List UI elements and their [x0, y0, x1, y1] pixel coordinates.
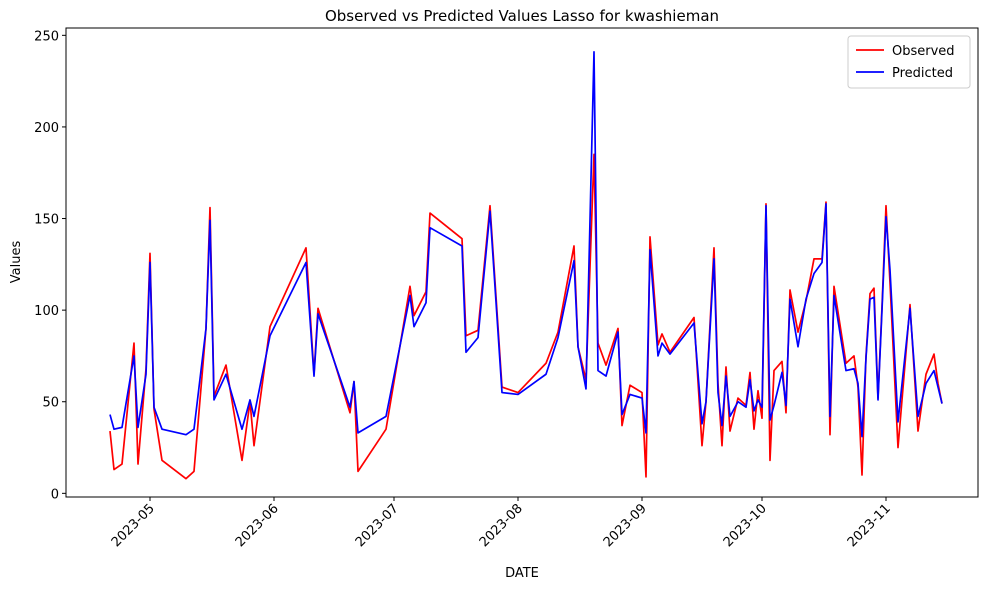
series-line — [109, 50, 943, 438]
legend-label: Predicted — [892, 66, 953, 81]
x-tick-label: 2023-10 — [721, 501, 770, 550]
x-tick-label: 2023-09 — [601, 501, 650, 550]
chart-title: Observed vs Predicted Values Lasso for k… — [325, 7, 719, 25]
x-tick-label: 2023-11 — [845, 501, 894, 550]
legend-box — [847, 35, 971, 89]
y-tick-label: 100 — [34, 304, 59, 319]
x-tick-label: 2023-07 — [353, 501, 402, 550]
legend: Observed Predicted — [847, 35, 971, 89]
legend-label: Observed — [892, 44, 955, 59]
x-axis-label: DATE — [505, 566, 539, 581]
y-tick-label: 50 — [42, 396, 59, 411]
y-axis-label: Values — [9, 241, 24, 284]
plot-area — [109, 50, 943, 480]
y-tick-label: 150 — [34, 213, 59, 228]
y-tick-label: 250 — [34, 29, 59, 44]
x-tick-label: 2023-08 — [477, 501, 526, 550]
y-tick-label: 200 — [34, 121, 59, 136]
x-tick-label: 2023-05 — [109, 501, 158, 550]
x-tick-label: 2023-06 — [233, 501, 282, 550]
series-line — [109, 153, 943, 480]
y-tick-label: 0 — [51, 487, 59, 502]
axes-frame — [65, 27, 979, 498]
